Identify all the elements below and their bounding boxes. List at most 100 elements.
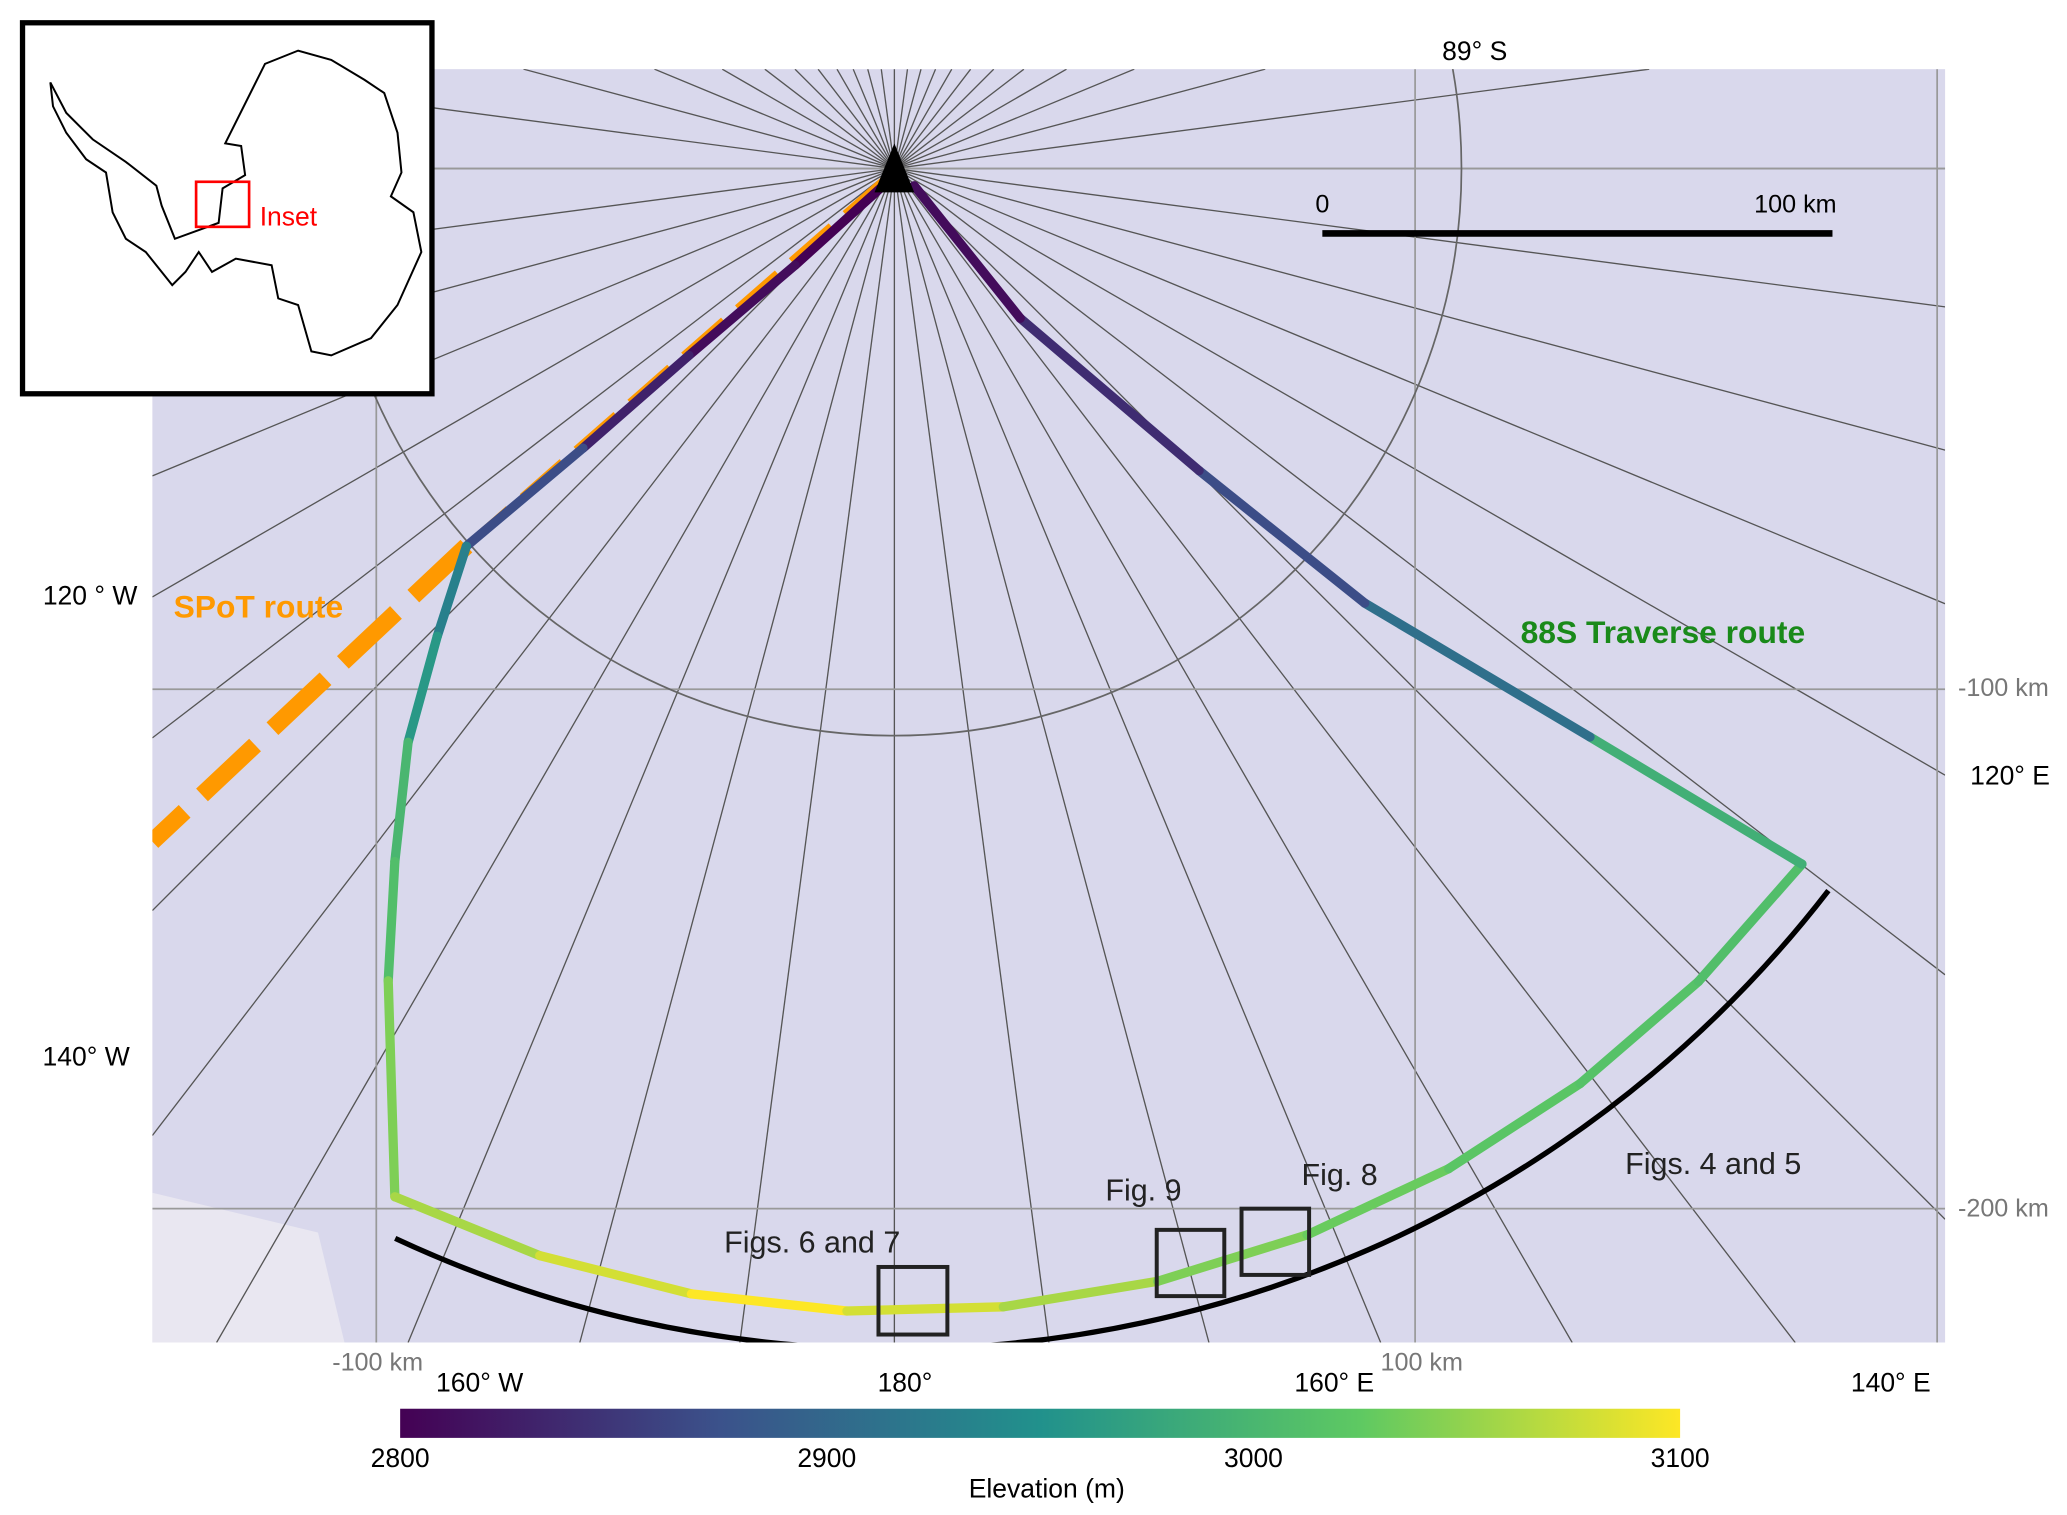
label-89s: 89° S — [1442, 36, 1507, 66]
meridian-line — [893, 69, 953, 169]
label-120e: 120° E — [1970, 761, 2050, 791]
colorbar-tick: 2900 — [797, 1443, 856, 1473]
meridian-line — [894, 167, 1946, 451]
meridian-line — [893, 69, 937, 169]
traverse-route-segment — [909, 181, 1025, 323]
meridian-line — [894, 167, 1946, 308]
meridian-line — [152, 168, 895, 739]
south-pole-marker-icon — [874, 143, 915, 193]
meridian-line — [894, 69, 1650, 170]
ice-texture — [152, 1192, 345, 1343]
traverse-route-segment — [1194, 466, 1370, 608]
meridian-line — [894, 69, 1135, 170]
label-140e: 140° E — [1851, 1368, 1931, 1398]
fig-9-label: Fig. 9 — [1105, 1174, 1181, 1208]
traverse-route-segment — [1444, 1078, 1585, 1174]
meridian-line — [893, 168, 1573, 1343]
traverse-route-segment — [390, 737, 413, 867]
meridian-line — [893, 168, 1050, 1343]
meridian-line — [893, 69, 922, 169]
traverse-route-segment — [842, 1302, 1008, 1316]
meridian-line — [893, 69, 1025, 170]
inset-label: Inset — [260, 202, 318, 232]
meridian-line — [739, 168, 896, 1343]
label-180: 180° — [878, 1368, 933, 1398]
meridian-line — [852, 69, 895, 169]
colorbar-tick: 3100 — [1651, 1443, 1710, 1473]
scale-bar-end: 100 km — [1754, 190, 1837, 218]
meridian-line — [152, 168, 895, 912]
colorbar: 2800 2900 3000 3100 Elevation (m) — [371, 1408, 1710, 1504]
traverse-route-segment — [1302, 1164, 1454, 1240]
meridian-line — [523, 69, 895, 170]
meridian-line — [836, 69, 895, 169]
meridian-line — [894, 167, 1946, 605]
traverse-route-segment — [383, 976, 400, 1202]
traverse-route-segment — [1585, 732, 1807, 869]
fig-8-box — [1239, 1206, 1312, 1277]
traverse-route-segment — [1015, 313, 1204, 476]
colorbar-tick: 2800 — [371, 1443, 430, 1473]
traverse-route-segment — [1360, 598, 1595, 742]
figs-4-5-label: Figs. 4 and 5 — [1625, 1147, 1801, 1181]
spot-route-thick — [152, 539, 473, 848]
traverse-route-segment — [390, 1192, 545, 1261]
meridian-line — [794, 69, 895, 170]
meridian-line — [654, 69, 895, 170]
meridian-line — [407, 168, 895, 1343]
label-x-100: 100 km — [1380, 1348, 1463, 1376]
meridian-line — [152, 167, 895, 477]
colorbar-tick: 3000 — [1224, 1443, 1283, 1473]
traverse-route-segment — [1152, 1230, 1312, 1286]
meridian-line — [152, 167, 895, 598]
label-y-m100: -100 km — [1958, 674, 2049, 702]
graticule-grid — [152, 69, 1946, 1343]
meridian-line — [764, 69, 895, 170]
meridian-line — [893, 168, 1946, 1220]
meridian-line — [721, 69, 895, 170]
traverse-route-segment — [686, 1289, 852, 1316]
traverse-route — [383, 174, 1807, 1316]
traverse-route-segment — [383, 856, 400, 986]
scale-bar-start: 0 — [1315, 190, 1329, 218]
traverse-route-segment — [1693, 859, 1807, 987]
inset-region-box — [194, 180, 251, 229]
traverse-route-segment — [790, 174, 896, 270]
meridian-line — [893, 168, 1210, 1343]
label-160e: 160° E — [1294, 1368, 1374, 1398]
traverse-route-segment — [1575, 976, 1704, 1089]
meridian-line — [216, 168, 895, 1343]
meridian-line — [894, 69, 1266, 170]
traverse-route-segment — [432, 541, 472, 641]
traverse-route-segment — [998, 1276, 1163, 1312]
figs-6-7-box — [876, 1264, 950, 1337]
figs-6-7-label: Figs. 6 and 7 — [724, 1225, 900, 1259]
colorbar-label: Elevation (m) — [969, 1474, 1125, 1504]
traverse-route-segment — [535, 1250, 697, 1299]
traverse-route-segment — [684, 260, 800, 360]
meridian-line — [579, 168, 896, 1343]
traverse-route-segment — [461, 443, 588, 551]
fig-8-label: Fig. 8 — [1301, 1158, 1377, 1192]
label-160w: 160° W — [436, 1368, 523, 1398]
traverse-route-label: 88S Traverse route — [1521, 614, 1806, 650]
traverse-route-segment — [578, 350, 694, 453]
label-140w: 140° W — [43, 1042, 130, 1072]
traverse-route-segment — [403, 631, 442, 747]
meridian-line — [893, 69, 995, 170]
spot-route-label: SPoT route — [174, 589, 344, 625]
label-120w: 120 ° W — [43, 580, 138, 610]
meridian-line — [817, 69, 895, 169]
label-x-m100: -100 km — [332, 1348, 423, 1376]
meridian-line — [894, 167, 1946, 776]
meridian-line — [894, 69, 1067, 170]
figs-4-5-arc — [394, 888, 1831, 1343]
label-y-m200: -200 km — [1958, 1195, 2049, 1223]
meridian-line — [893, 69, 972, 169]
meridian-line — [893, 168, 1796, 1343]
meridian-line — [893, 168, 1382, 1343]
meridian-line — [867, 69, 896, 169]
meridian-line — [152, 168, 895, 1136]
